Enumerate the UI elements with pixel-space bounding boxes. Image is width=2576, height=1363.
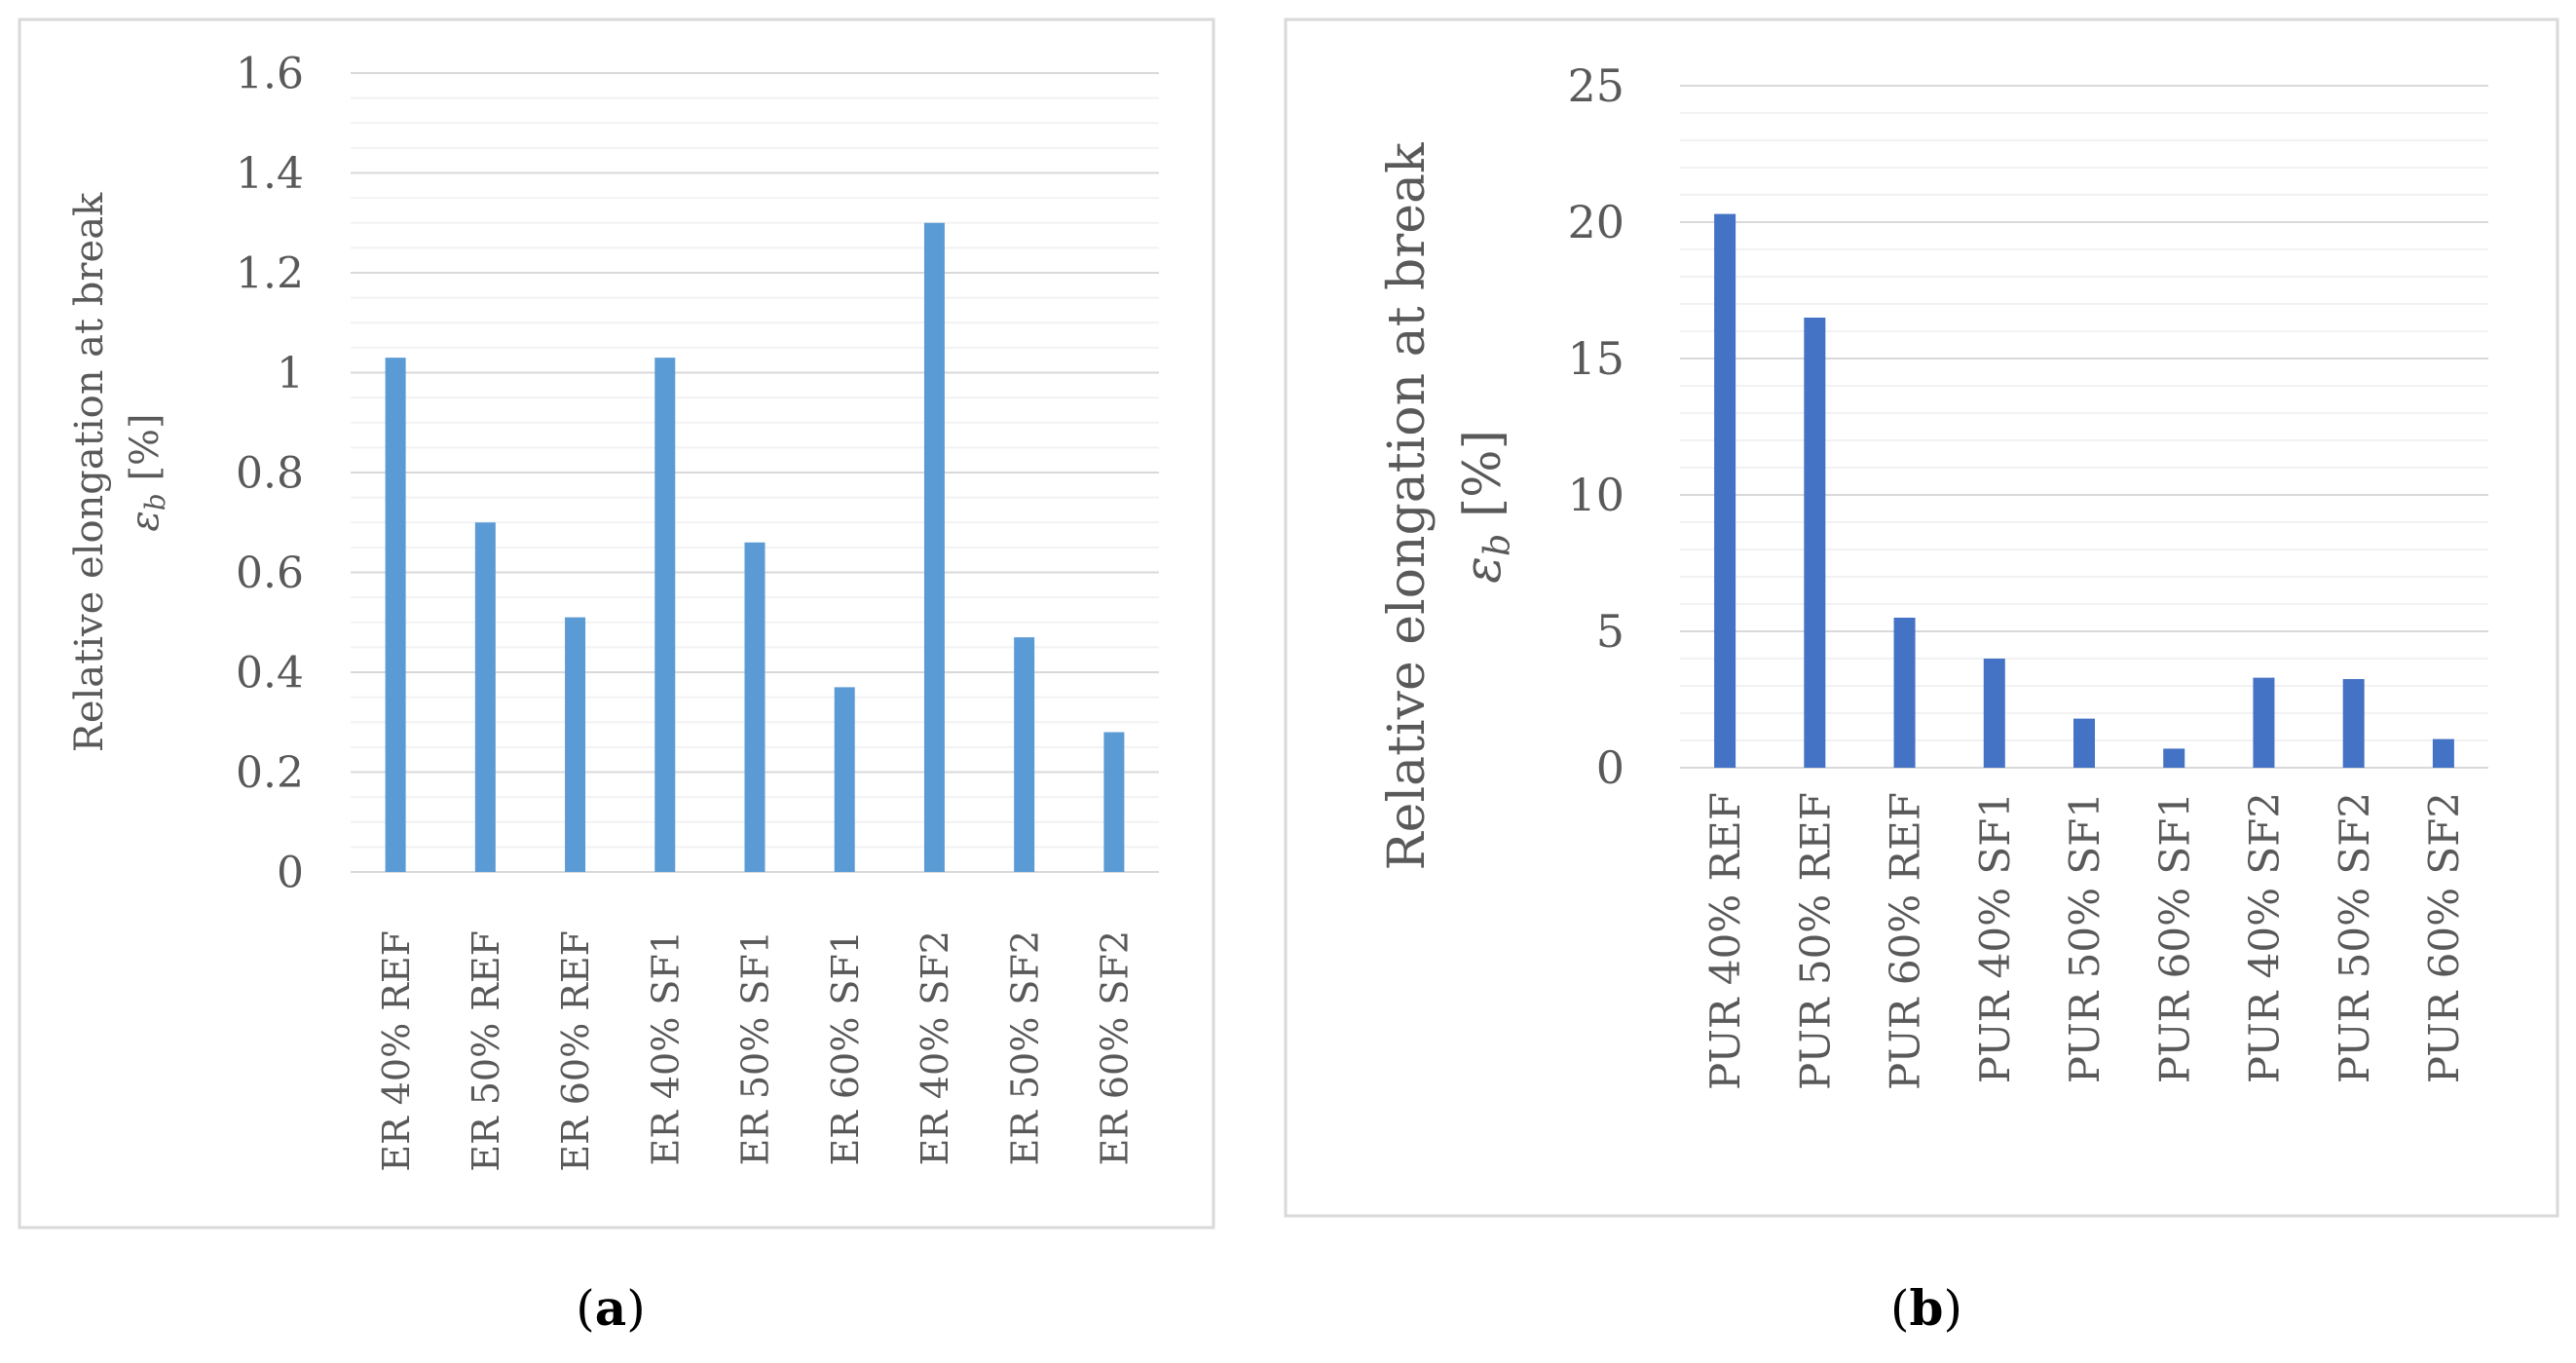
chart-a-category-label: ER 60% SF2 bbox=[1094, 930, 1137, 1166]
chart-b-bar bbox=[2163, 748, 2185, 768]
chart-a-category-label: ER 60% REF bbox=[554, 930, 597, 1172]
chart-b-y-tick-label: 20 bbox=[1567, 196, 1624, 248]
chart-a-y-tick-label: 0.8 bbox=[236, 448, 304, 498]
chart-a-y-tick-label: 0.6 bbox=[236, 549, 304, 598]
chart-a-y-tick-label: 1.6 bbox=[236, 49, 304, 98]
chart-a-category-label: ER 40% REF bbox=[375, 930, 418, 1172]
chart-a-bar bbox=[474, 522, 496, 872]
chart-b-category-label: PUR 60% SF2 bbox=[2420, 792, 2468, 1083]
chart-b-bar bbox=[2253, 677, 2275, 768]
chart-a-y-tick-label: 0 bbox=[277, 848, 304, 897]
chart-b-bar bbox=[2073, 718, 2095, 768]
caption-b: (b) bbox=[1890, 1279, 1962, 1337]
chart-a-category-label: ER 50% SF2 bbox=[1003, 930, 1046, 1166]
panel-b-frame bbox=[1284, 18, 2559, 1218]
chart-a-bar bbox=[1014, 637, 1035, 872]
chart-a-y-tick-label: 1.4 bbox=[236, 149, 304, 199]
panel-a-frame bbox=[18, 18, 1215, 1230]
chart-a-category-label: ER 60% SF1 bbox=[824, 930, 867, 1166]
chart-b: 0 5 10 15 20 25 PUR 40% REF PUR 50% REF PUR 60% … bbox=[1378, 59, 2488, 1090]
chart-b-bar bbox=[1983, 659, 2005, 768]
chart-b-y-axis-label: Relative elongation at break bbox=[1378, 142, 1437, 870]
chart-b-category-label: PUR 60% SF1 bbox=[2150, 792, 2198, 1083]
chart-a-y-tick-label: 0.2 bbox=[236, 748, 304, 798]
chart-b-category-label: PUR 50% SF2 bbox=[2331, 792, 2378, 1083]
chart-b-bar bbox=[2342, 679, 2365, 768]
chart-b-category-label: PUR 40% REF bbox=[1701, 792, 1749, 1090]
chart-a-bar bbox=[1103, 732, 1125, 872]
chart-b-category-label: PUR 60% REF bbox=[1882, 792, 1929, 1090]
chart-a-y-tick-label: 1.2 bbox=[236, 248, 304, 298]
chart-a-category-label: ER 50% SF1 bbox=[734, 930, 777, 1166]
chart-a-category-label: ER 40% SF1 bbox=[644, 930, 687, 1166]
chart-b-y-tick-label: 0 bbox=[1596, 741, 1624, 794]
caption-b-letter: b bbox=[1910, 1279, 1944, 1337]
chart-a-y-tick-label: 0.4 bbox=[236, 648, 304, 698]
chart-a-y-axis-label: Relative elongation at break bbox=[67, 192, 112, 752]
chart-b-category-label: PUR 40% SF1 bbox=[1971, 792, 2019, 1083]
chart-a-category-label: ER 40% SF2 bbox=[914, 930, 956, 1166]
chart-b-bar bbox=[2432, 738, 2454, 768]
chart-b-category-label: PUR 40% SF2 bbox=[2241, 792, 2289, 1083]
chart-a-bar bbox=[923, 222, 945, 872]
chart-b-y-tick-label: 15 bbox=[1567, 332, 1624, 385]
chart-a-bar bbox=[385, 358, 406, 872]
chart-a-y-axis-label-symbol: εb [%] bbox=[123, 413, 171, 531]
chart-b-y-tick-label: 5 bbox=[1596, 605, 1624, 658]
chart-b-bar bbox=[1714, 213, 1736, 769]
chart-a: 0 0.2 0.4 0.6 0.8 1 1.2 1.4 1.6 ER 40% REF ER 50% … bbox=[67, 49, 1159, 1172]
caption-a: (a) bbox=[576, 1279, 645, 1337]
chart-b-bar bbox=[1893, 618, 1916, 768]
caption-a-letter: a bbox=[595, 1279, 626, 1337]
chart-a-bar bbox=[565, 617, 586, 872]
chart-a-bar bbox=[834, 687, 855, 872]
chart-a-bar bbox=[654, 358, 676, 872]
chart-b-y-tick-label: 10 bbox=[1567, 469, 1624, 521]
chart-b-y-tick-label: 25 bbox=[1567, 59, 1624, 112]
chart-a-y-tick-label: 1 bbox=[277, 349, 304, 398]
chart-b-bar bbox=[1804, 318, 1826, 768]
chart-a-bar bbox=[744, 542, 765, 872]
chart-b-category-label: PUR 50% REF bbox=[1791, 792, 1839, 1090]
chart-b-category-label: PUR 50% SF1 bbox=[2061, 792, 2109, 1083]
chart-a-category-label: ER 50% REF bbox=[465, 930, 507, 1172]
chart-b-y-axis-label-symbol: εb [%] bbox=[1454, 430, 1517, 584]
